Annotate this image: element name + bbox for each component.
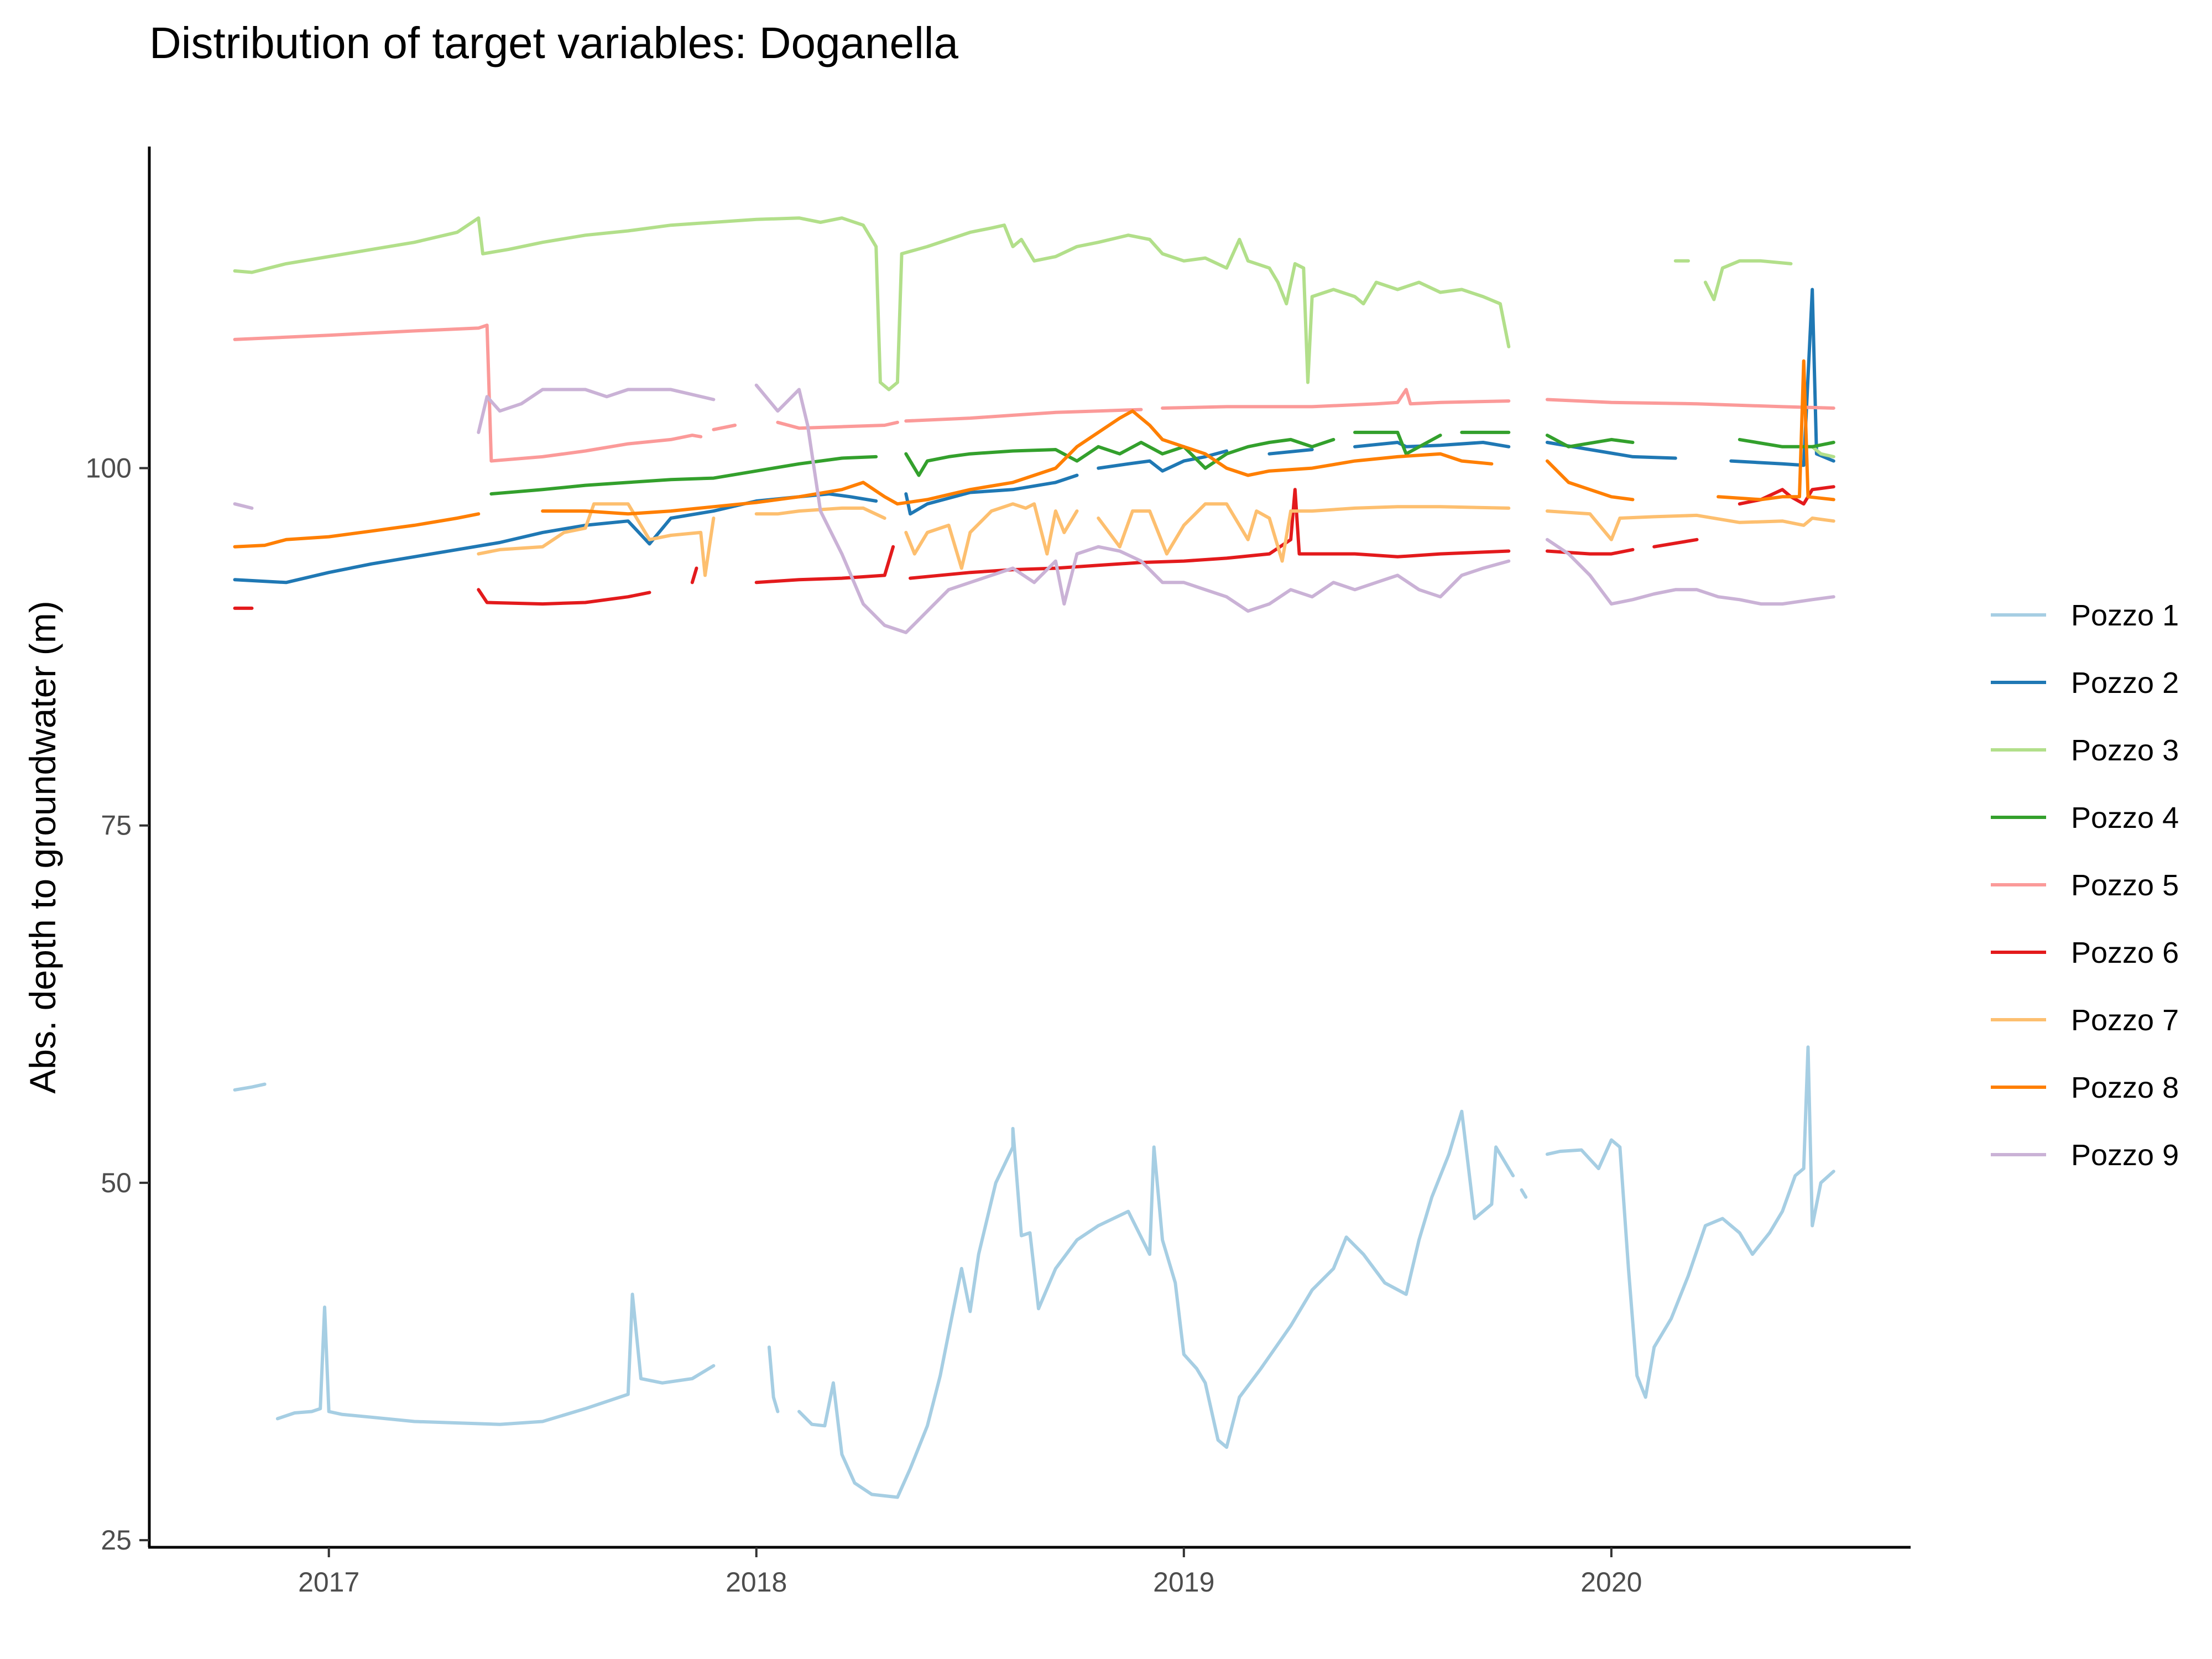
series-8-segment-3 [1545, 459, 1635, 502]
series-3-segment-4 [1811, 445, 1835, 458]
series-2-segment-3 [1097, 449, 1229, 473]
legend-label: Pozzo 4 [2071, 801, 2179, 834]
legend-label: Pozzo 6 [2071, 936, 2179, 969]
legend-label: Pozzo 2 [2071, 666, 2179, 700]
series-8-segment-2 [541, 409, 1494, 516]
series-4-segment-2 [904, 437, 1335, 477]
series-7-segment-4 [1097, 502, 1511, 563]
series-6-segment-2 [477, 588, 651, 606]
series-8-segment-4 [1717, 359, 1835, 502]
series-9-segment-4 [1545, 538, 1835, 606]
series-1-segment-4 [797, 1109, 1515, 1499]
series-5 [233, 324, 1835, 463]
legend-label: Pozzo 9 [2071, 1139, 2179, 1172]
series-6-segment-4 [754, 545, 895, 585]
series-4-segment-3 [1353, 430, 1442, 456]
y-axis-title: Abs. depth to groundwater (m) [22, 601, 63, 1093]
series-2-segment-5 [1353, 441, 1511, 448]
legend-item: Pozzo 7 [1991, 1004, 2179, 1037]
series-2-segment-4 [1267, 448, 1314, 456]
series-1-segment-5 [1520, 1188, 1528, 1199]
x-tick-label: 2019 [1153, 1567, 1214, 1598]
x-tick-label: 2018 [726, 1567, 787, 1598]
series-5-segment-5 [1161, 388, 1511, 410]
legend-item: Pozzo 2 [1991, 666, 2179, 700]
series-9 [233, 383, 1835, 634]
y-tick-label: 75 [101, 810, 132, 841]
series-6-segment-6 [1545, 547, 1635, 556]
y-tick-label: 100 [86, 453, 132, 484]
legend: Pozzo 1 Pozzo 2 Pozzo 3 Pozzo 4 Pozzo 5 Pozzo… [1991, 599, 2179, 1172]
series-8 [233, 359, 1835, 549]
series-5-segment-1 [233, 324, 703, 463]
series-9-segment-3 [754, 383, 1511, 634]
series-5-segment-3 [776, 420, 899, 430]
series-5-segment-6 [1545, 398, 1835, 410]
legend-item: Pozzo 6 [1991, 936, 2179, 969]
legend-label: Pozzo 5 [2071, 869, 2179, 902]
series-3-segment-3 [1703, 259, 1793, 301]
legend-label: Pozzo 7 [2071, 1004, 2179, 1037]
series-7-segment-5 [1545, 509, 1835, 541]
x-axis-ticks: 2017 2018 2019 2020 [298, 1547, 1642, 1598]
series-8-segment-1 [233, 512, 481, 549]
chart-title: Distribution of target variables: Dogane… [149, 18, 959, 67]
legend-item: Pozzo 1 [1991, 599, 2179, 632]
legend-label: Pozzo 8 [2071, 1071, 2179, 1104]
series-1-segment-3 [767, 1345, 780, 1413]
series-4 [489, 430, 1835, 496]
series-7-segment-1 [477, 502, 716, 577]
legend-item: Pozzo 4 [1991, 801, 2179, 834]
y-tick-label: 25 [101, 1525, 132, 1556]
x-tick-label: 2017 [298, 1567, 359, 1598]
series-3-segment-1 [233, 216, 1511, 392]
series-6-segment-5 [909, 488, 1511, 580]
series-1-segment-2 [275, 1292, 716, 1426]
series-5-segment-4 [904, 408, 1143, 423]
series-1-segment-6 [1545, 1045, 1835, 1399]
legend-item: Pozzo 5 [1991, 869, 2179, 902]
series-4-segment-6 [1738, 437, 1835, 448]
series-lines [233, 216, 1835, 1499]
series-9-segment-2 [477, 388, 716, 434]
series-6-segment-7 [1652, 538, 1699, 549]
legend-label: Pozzo 3 [2071, 734, 2179, 767]
legend-item: Pozzo 3 [1991, 734, 2179, 767]
series-1-segment-1 [233, 1082, 267, 1092]
series-2-segment-7 [1729, 288, 1835, 467]
series-7 [477, 502, 1835, 577]
x-tick-label: 2020 [1580, 1567, 1642, 1598]
legend-item: Pozzo 9 [1991, 1139, 2179, 1172]
series-6-segment-3 [690, 566, 698, 585]
series-7-segment-3 [904, 502, 1079, 570]
series-4-segment-1 [489, 455, 878, 496]
series-5-segment-2 [712, 424, 737, 431]
series-4-segment-5 [1545, 434, 1635, 448]
series-2 [233, 288, 1835, 585]
legend-label: Pozzo 1 [2071, 599, 2179, 632]
series-1 [233, 1045, 1835, 1499]
series-3 [233, 216, 1835, 458]
series-9-segment-1 [233, 502, 254, 510]
legend-item: Pozzo 8 [1991, 1071, 2179, 1104]
series-2-segment-2 [904, 473, 1079, 516]
y-tick-label: 50 [101, 1167, 132, 1198]
y-axis-ticks: 25 50 75 100 [86, 453, 149, 1556]
